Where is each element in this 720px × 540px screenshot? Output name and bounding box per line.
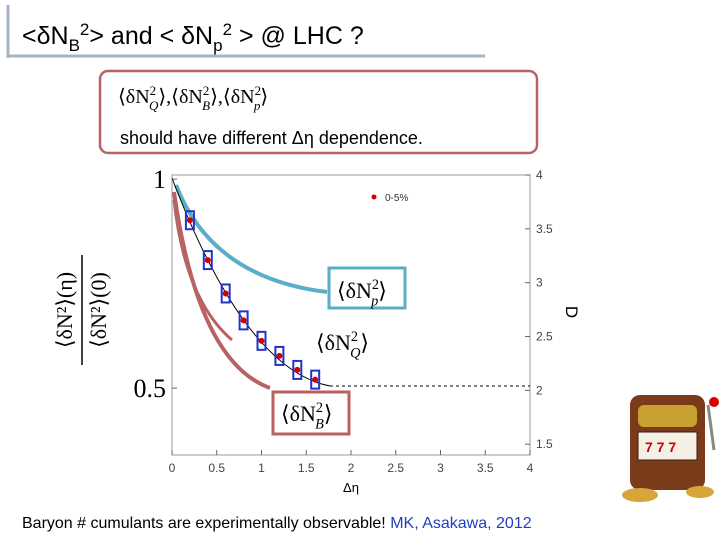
math-sup: 2 bbox=[150, 83, 157, 98]
footer: Baryon # cumulants are experimentally ob… bbox=[22, 515, 532, 532]
math-text: ⟨δN bbox=[337, 278, 372, 303]
legend-marker bbox=[371, 194, 377, 200]
data-point bbox=[312, 376, 319, 383]
y-tick-label: 3.5 bbox=[536, 222, 553, 236]
machine-top bbox=[638, 405, 697, 427]
error-box bbox=[274, 345, 285, 366]
error-box bbox=[292, 359, 303, 380]
math-sub: Q bbox=[149, 98, 159, 113]
data-point bbox=[222, 290, 229, 297]
math-sup: 2 bbox=[316, 400, 323, 416]
citation: MK, Asakawa, 2012 bbox=[386, 515, 532, 532]
math-text: ⟩, bbox=[158, 86, 171, 108]
annotation-box-b bbox=[271, 390, 351, 436]
slot-machine: 7 7 7 bbox=[622, 395, 719, 502]
math-text: ⟨δN bbox=[316, 330, 351, 355]
x-tick-label: 2 bbox=[348, 461, 355, 475]
data-point bbox=[204, 257, 211, 264]
math-sub: B bbox=[202, 98, 210, 113]
y2-tick-label: 0.5 bbox=[134, 374, 167, 403]
y2-label-numerator: ⟨δN²⟩(η) bbox=[52, 272, 77, 348]
title-part: > and < δN bbox=[89, 22, 213, 50]
math-sup: 2 bbox=[351, 329, 358, 345]
note-text: should have different Δη dependence. bbox=[120, 128, 423, 148]
math-text: ⟩ bbox=[260, 86, 268, 108]
title-part: 2 bbox=[223, 20, 232, 39]
math-text: ⟩ bbox=[324, 401, 333, 426]
title-part: > @ LHC ? bbox=[232, 22, 364, 50]
machine-lever bbox=[706, 404, 716, 451]
error-box bbox=[256, 330, 267, 351]
x-tick-label: 1.5 bbox=[298, 461, 315, 475]
legend-label: 0-5% bbox=[385, 193, 408, 204]
y-tick-label: 2 bbox=[536, 383, 543, 397]
data-point bbox=[240, 317, 247, 324]
coins bbox=[686, 486, 714, 498]
coins bbox=[622, 488, 658, 502]
math-sub: p bbox=[370, 294, 378, 310]
data-point bbox=[294, 366, 301, 373]
x-axis-label: Δη bbox=[343, 480, 359, 495]
y2-tick-label: 1 bbox=[153, 165, 166, 194]
title-part: 2 bbox=[80, 20, 89, 39]
annotation: ⟨δN2 Q⟩ bbox=[316, 329, 369, 362]
math-text: ⟨δN bbox=[223, 86, 255, 108]
y2-axis-label: ⟨δN²⟩(η) ⟨δN²⟩(0) bbox=[52, 255, 111, 365]
x-tick-label: 0 bbox=[169, 461, 176, 475]
annotation: ⟨δN2 B⟩ bbox=[281, 400, 332, 433]
model-curve-q bbox=[172, 199, 233, 342]
data-point bbox=[276, 352, 283, 359]
title-part: B bbox=[69, 36, 80, 55]
title-part: <δN bbox=[22, 22, 69, 50]
y-tick-label: 2.5 bbox=[536, 330, 553, 344]
x-tick-label: 4 bbox=[527, 461, 534, 475]
x-tick-label: 3.5 bbox=[477, 461, 494, 475]
math-sub: p bbox=[253, 98, 261, 113]
footer-text: Baryon # cumulants are experimentally ob… bbox=[22, 515, 386, 532]
annotation-box-p bbox=[327, 266, 407, 310]
y-tick-label: 4 bbox=[536, 168, 543, 182]
y-tick-label: 1.5 bbox=[536, 437, 553, 451]
lever-knob bbox=[709, 397, 719, 407]
math-sup: 2 bbox=[255, 83, 262, 98]
error-box bbox=[220, 283, 231, 304]
math-text: ⟩, bbox=[210, 86, 223, 108]
error-box bbox=[184, 210, 195, 231]
title-part: p bbox=[213, 36, 222, 55]
data-point bbox=[258, 337, 265, 344]
reel-symbols: 7 7 7 bbox=[645, 439, 676, 455]
math-sub: Q bbox=[350, 346, 361, 362]
slide-title: <δNB2> and < δNp2 > @ LHC ? bbox=[22, 20, 364, 55]
math-text: ⟩ bbox=[378, 278, 387, 303]
x-tick-label: 1 bbox=[258, 461, 265, 475]
error-box bbox=[310, 369, 321, 390]
annotation: ⟨δN2 p⟩ bbox=[337, 277, 387, 310]
model-curve-b bbox=[172, 191, 271, 390]
math-text: ⟩ bbox=[360, 330, 369, 355]
error-box bbox=[202, 250, 213, 271]
model-curve-p bbox=[174, 184, 328, 294]
x-tick-label: 2.5 bbox=[387, 461, 404, 475]
formula: ⟨δN2 Q⟩,⟨δN2 B⟩,⟨δN2 p⟩ bbox=[118, 83, 268, 113]
note-box bbox=[98, 69, 539, 155]
error-box bbox=[238, 310, 249, 331]
y-tick-label: 3 bbox=[536, 276, 543, 290]
math-text: ⟨δN bbox=[118, 86, 150, 108]
y2-label-denominator: ⟨δN²⟩(0) bbox=[86, 272, 111, 348]
math-text: ⟨δN bbox=[171, 86, 203, 108]
data-point bbox=[186, 217, 193, 224]
math-sup: 2 bbox=[372, 277, 379, 293]
y-axis-label: D bbox=[562, 306, 581, 318]
math-sup: 2 bbox=[203, 83, 210, 98]
x-tick-label: 3 bbox=[437, 461, 444, 475]
math-text: ⟨δN bbox=[281, 401, 316, 426]
x-tick-label: 0.5 bbox=[208, 461, 225, 475]
machine-reels bbox=[637, 431, 698, 461]
math-sub: B bbox=[315, 417, 324, 433]
